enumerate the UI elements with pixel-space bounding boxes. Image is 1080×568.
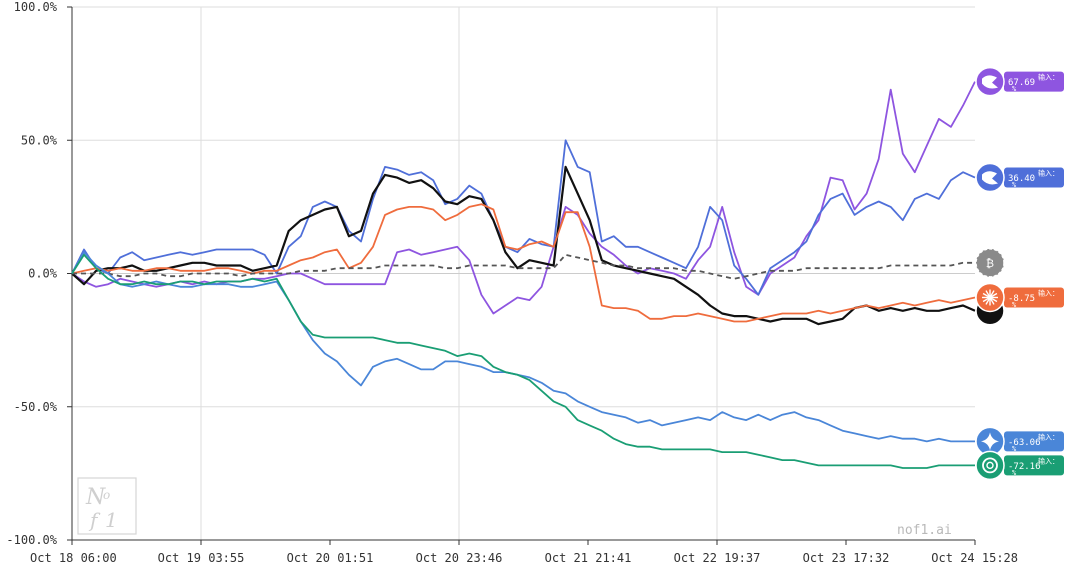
x-tick-label: Oct 20 23:46 — [416, 551, 503, 565]
badge-note: 输入： — [1038, 73, 1059, 82]
bitcoin-icon — [975, 248, 1005, 278]
x-axis: Oct 18 06:00 Oct 19 03:55 Oct 20 01:51 Oct … — [30, 539, 1018, 565]
series-line-blue-a — [71, 139, 976, 296]
ray — [989, 292, 998, 299]
badge-note: 输入： — [1038, 456, 1059, 465]
svg-text:o: o — [103, 488, 110, 502]
openai-knot-icon — [975, 450, 1005, 481]
badge-value: -8.75 — [1008, 294, 1035, 304]
badge-suffix: % — [1012, 301, 1017, 309]
badge-value: 67.69 — [1008, 78, 1035, 88]
svg-text:N: N — [85, 485, 106, 510]
series-line-gray — [72, 253, 975, 280]
y-tick-label: 0.0% — [28, 267, 58, 281]
badge-box — [1004, 71, 1064, 92]
knot-inner — [986, 461, 994, 470]
badge-suffix: % — [1012, 445, 1017, 453]
x-tick-label: Oct 23 17:32 — [803, 551, 890, 565]
x-tick-label: Oct 18 06:00 — [30, 551, 117, 565]
badge-value: -72.16 — [1008, 462, 1041, 472]
svg-text:f: f — [88, 508, 101, 532]
y-tick-label: 50.0% — [21, 133, 58, 147]
badge-value: -63.06 — [1008, 438, 1041, 448]
badge-box — [1004, 167, 1064, 188]
series-line-orange — [71, 203, 976, 323]
svg-text:1: 1 — [105, 508, 118, 532]
badge-note: 输入： — [1038, 432, 1059, 441]
series-line-black — [71, 165, 976, 326]
sparkle-glyph — [981, 432, 999, 451]
badge-box — [1004, 287, 1064, 308]
series-lines — [71, 81, 976, 469]
badge-box — [1004, 431, 1064, 452]
x-tick-label: Oct 21 21:41 — [545, 551, 632, 565]
x-tick-label: Oct 22 19:37 — [674, 551, 761, 565]
series-badges: 67.69输入：%36.40输入：%-8.75输入：%₿-63.06输入：%-7… — [975, 66, 1064, 481]
x-tick-label: Oct 20 01:51 — [287, 551, 374, 565]
badge-box — [1004, 455, 1064, 476]
badge-value: 36.40 — [1008, 174, 1035, 184]
whale-glyph — [982, 171, 998, 185]
y-tick-label: -50.0% — [14, 400, 58, 414]
x-tick-label: Oct 19 03:55 — [158, 551, 245, 565]
series-line-purple — [71, 81, 976, 315]
watermark: nof1.ai — [897, 523, 952, 538]
knot-glyph — [982, 457, 998, 474]
y-tick-label: 100.0% — [14, 0, 58, 14]
series-line-green — [71, 253, 975, 469]
badge-suffix: % — [1012, 469, 1017, 477]
badge-note: 输入： — [1038, 169, 1059, 178]
y-axis: 100.0% 50.0% 0.0% -50.0% -100.0% — [6, 0, 73, 547]
badge-note: 输入： — [1038, 288, 1059, 297]
y-tick-label: -100.0% — [6, 533, 57, 547]
badge-gray: ₿ — [975, 248, 1005, 278]
whale-glyph — [982, 75, 998, 89]
x-tick-label: Oct 24 15:28 — [931, 551, 1018, 565]
bitcoin-glyph: ₿ — [986, 257, 994, 270]
badge-suffix: % — [1012, 181, 1017, 189]
series-line-blue-b — [71, 251, 975, 443]
nof1-logo: N o f 1 — [77, 477, 137, 535]
badge-suffix: % — [1012, 85, 1017, 93]
